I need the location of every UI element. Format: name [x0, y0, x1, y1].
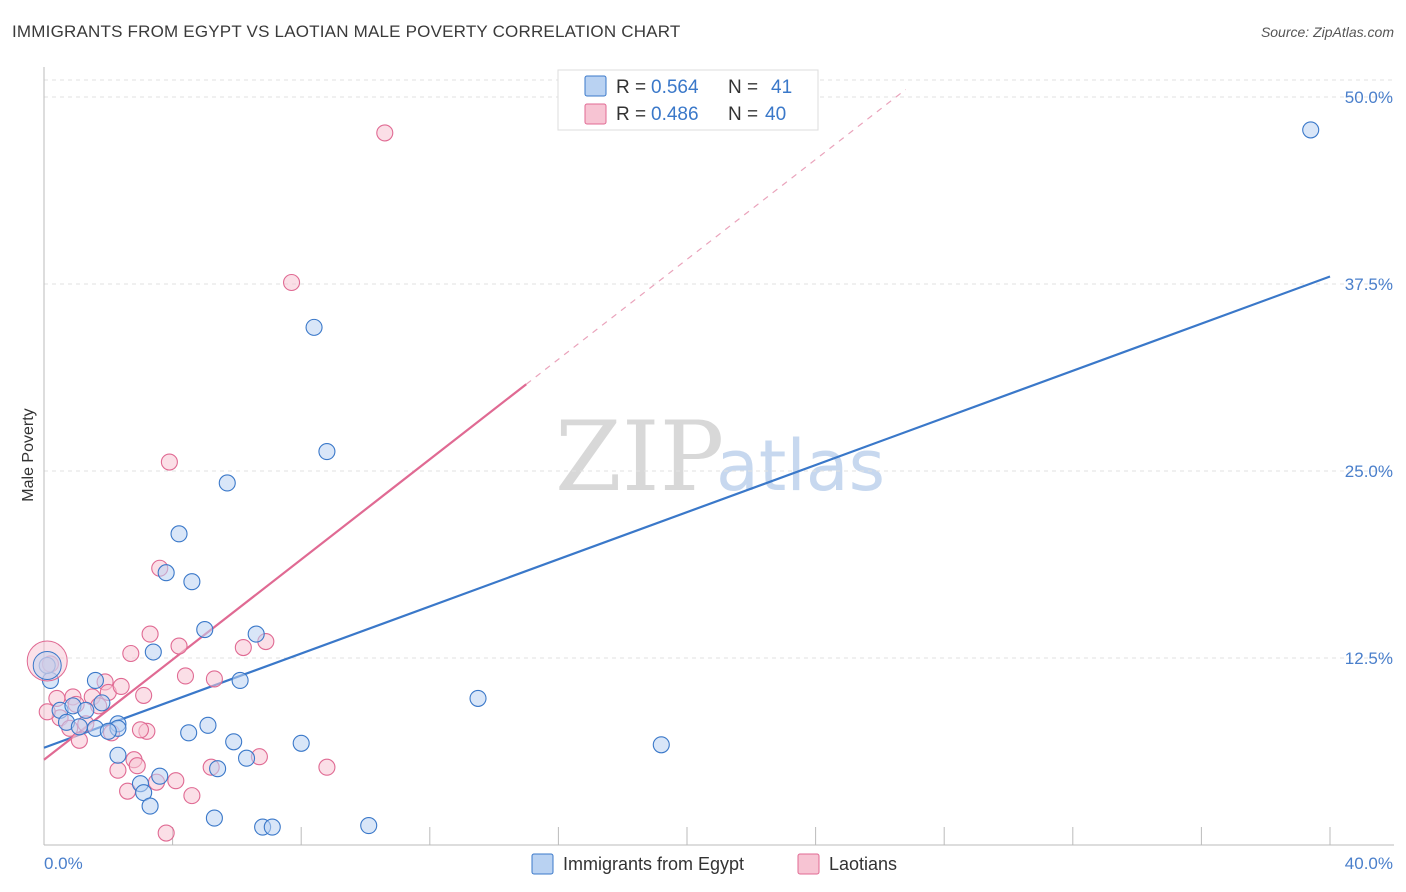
legend-r-value-2: 0.486	[651, 104, 699, 125]
point-egypt	[199, 716, 217, 734]
point-egypt	[157, 564, 175, 582]
point-egypt	[225, 733, 243, 751]
point-egypt	[93, 694, 111, 712]
source-label: Source: ZipAtlas.com	[1260, 24, 1394, 40]
legend-r-value-1: 0.564	[651, 77, 699, 98]
point-egypt	[109, 746, 127, 764]
point-egypt	[1302, 121, 1320, 139]
point-laotians	[205, 670, 223, 688]
point-egypt	[209, 760, 227, 778]
y-tick-label: 12.5%	[1345, 649, 1393, 668]
point-egypt	[469, 689, 487, 707]
legend-n-label-1: N =	[728, 77, 758, 98]
data-points	[26, 121, 1320, 842]
point-egypt	[141, 797, 159, 815]
bottom-legend-swatch-pink	[797, 853, 820, 875]
point-egypt	[318, 443, 336, 461]
bottom-legend-label-2: Laotians	[829, 854, 897, 874]
point-laotians	[183, 787, 201, 805]
point-egypt	[170, 525, 188, 543]
x-tick-label-max: 40.0%	[1345, 854, 1393, 873]
point-egypt	[263, 818, 281, 836]
point-egypt	[247, 625, 265, 643]
point-egypt	[180, 724, 198, 742]
point-egypt	[183, 573, 201, 591]
grid: 12.5% 25.0% 37.5% 50.0%	[44, 79, 1394, 668]
point-egypt	[144, 643, 162, 661]
y-tick-label: 25.0%	[1345, 462, 1393, 481]
legend-swatch-blue	[584, 75, 607, 97]
point-laotians	[376, 124, 394, 142]
bottom-legend-swatch-blue	[531, 853, 554, 875]
point-egypt	[360, 817, 378, 835]
point-laotians	[128, 757, 146, 775]
chart-title: IMMIGRANTS FROM EGYPT VS LAOTIAN MALE PO…	[12, 22, 681, 41]
point-egypt	[205, 809, 223, 827]
point-laotians	[170, 637, 188, 655]
point-laotians	[318, 758, 336, 776]
bottom-legend-label-1: Immigrants from Egypt	[563, 854, 744, 874]
legend: R = 0.564 N = 41 R = 0.486 N = 40	[557, 69, 819, 131]
point-cluster-egypt	[32, 650, 62, 680]
point-egypt	[70, 718, 88, 736]
point-laotians	[112, 677, 130, 695]
point-laotians	[141, 625, 159, 643]
legend-r-label-2: R =	[616, 104, 646, 125]
legend-n-value-1: 41	[771, 77, 792, 98]
point-egypt	[151, 767, 169, 785]
point-egypt	[305, 318, 323, 336]
y-tick-label: 37.5%	[1345, 275, 1393, 294]
point-egypt	[237, 749, 256, 767]
watermark-atlas: atlas	[716, 425, 885, 507]
point-laotians	[109, 761, 127, 779]
point-egypt	[99, 722, 117, 740]
trend-lines	[43, 89, 1331, 761]
legend-n-label-2: N =	[728, 104, 758, 125]
y-tick-label: 50.0%	[1345, 88, 1393, 107]
point-egypt	[86, 671, 104, 689]
trend-line-egypt	[43, 275, 1331, 749]
point-laotians	[157, 824, 175, 842]
trend-line-laotians-extension	[525, 89, 906, 385]
point-egypt	[231, 671, 249, 689]
point-egypt	[292, 734, 310, 752]
point-laotians	[176, 667, 195, 685]
watermark-zip: ZIP	[555, 401, 724, 513]
point-egypt	[77, 701, 95, 719]
y-axis-label: Male Poverty	[20, 408, 37, 501]
legend-r-label-1: R =	[616, 77, 646, 98]
legend-n-value-2: 40	[765, 104, 786, 125]
legend-swatch-pink	[584, 103, 607, 125]
watermark: ZIP atlas	[555, 401, 885, 513]
point-laotians	[122, 644, 140, 663]
trend-line-laotians	[43, 383, 527, 761]
point-egypt	[218, 474, 236, 492]
point-laotians	[167, 772, 185, 790]
point-egypt	[652, 736, 670, 754]
point-laotians	[135, 686, 153, 704]
point-laotians	[160, 453, 178, 471]
x-tick-label-min: 0.0%	[44, 854, 83, 873]
bottom-legend: Immigrants from Egypt Laotians	[531, 853, 897, 875]
point-laotians	[234, 638, 252, 657]
point-egypt	[196, 621, 214, 639]
point-laotians	[131, 721, 149, 739]
point-laotians	[283, 273, 301, 292]
